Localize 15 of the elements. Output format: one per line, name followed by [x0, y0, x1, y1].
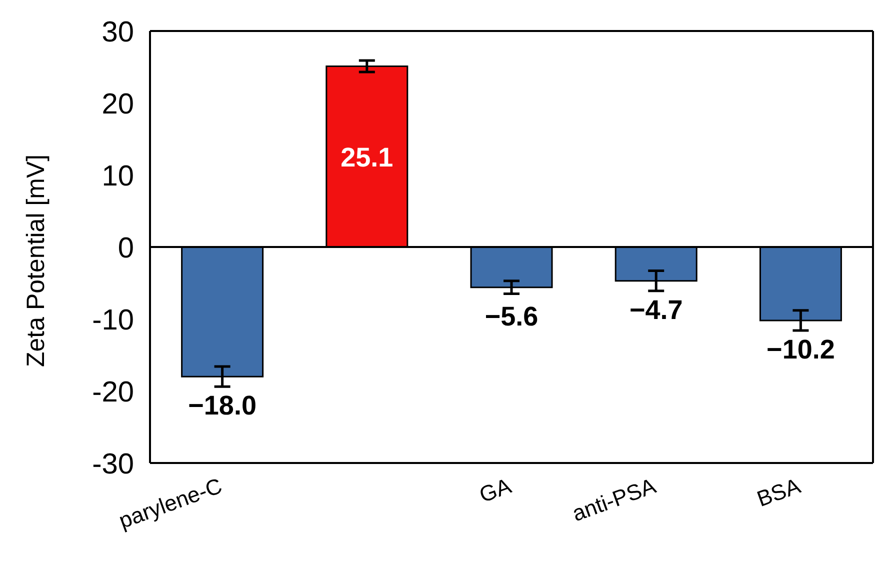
y-axis-title: Zeta Potential [mV] — [22, 154, 50, 367]
data-label: −18.0 — [188, 390, 256, 421]
y-tick-label: -10 — [92, 304, 134, 336]
y-tick-label: 0 — [118, 232, 134, 264]
y-tick-label: -20 — [92, 376, 134, 408]
data-label: −4.7 — [629, 294, 683, 325]
x-tick-label: BSA — [754, 472, 804, 512]
y-tick-label: 20 — [102, 88, 134, 120]
y-tick-label: 10 — [102, 160, 134, 192]
data-label: 25.1 — [340, 142, 394, 173]
data-label: −10.2 — [766, 334, 835, 364]
data-label: −5.6 — [484, 301, 538, 332]
y-tick-label: 30 — [102, 16, 134, 48]
y-tick-label: -30 — [92, 448, 134, 480]
x-tick-label: GA — [476, 472, 515, 508]
